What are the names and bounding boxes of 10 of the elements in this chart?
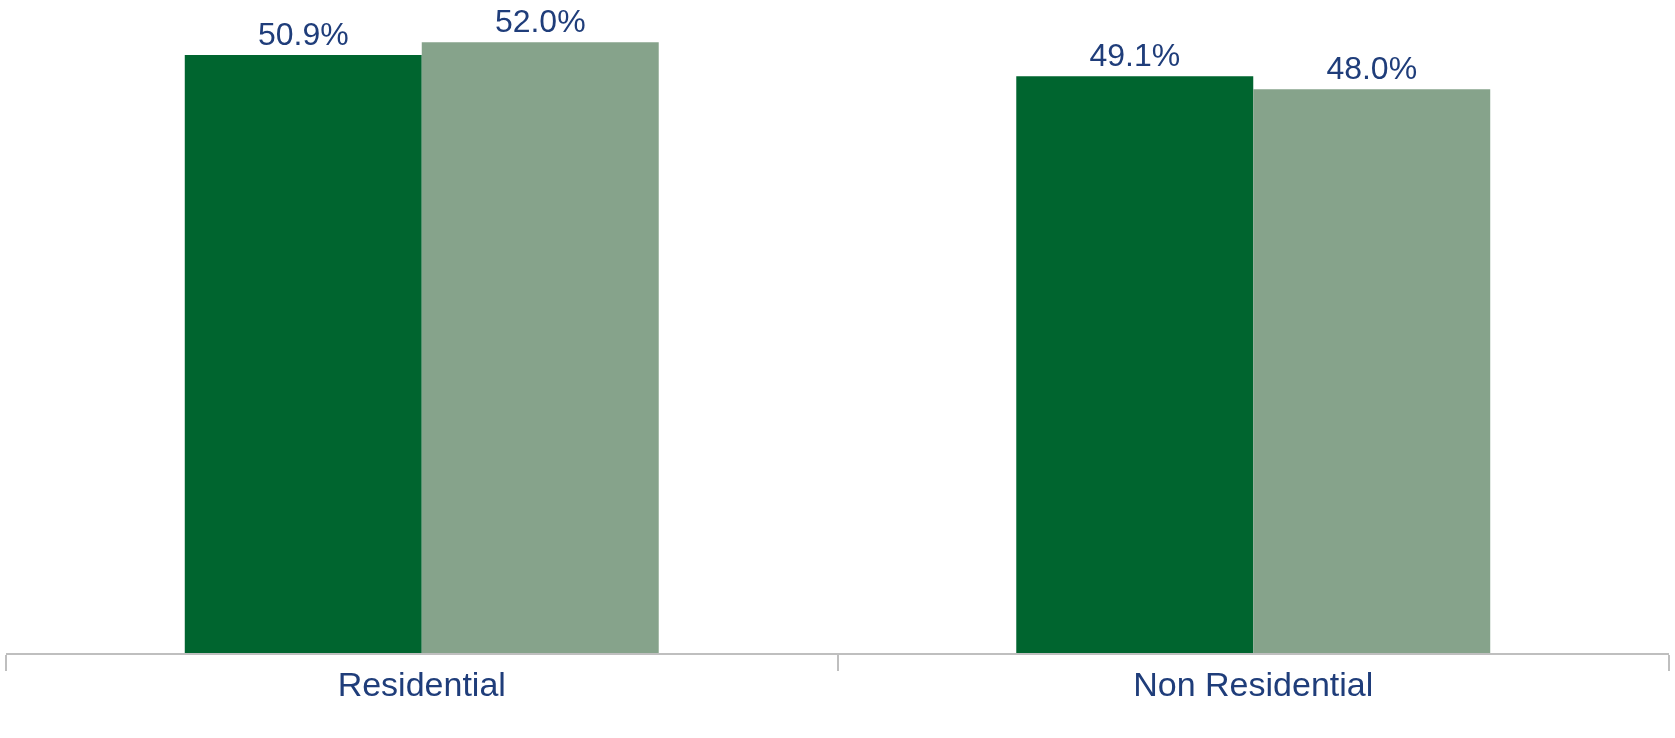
bar [1253, 89, 1491, 653]
bar [421, 42, 659, 653]
bar [1016, 76, 1254, 653]
data-label: 48.0% [1326, 50, 1418, 87]
bar [184, 55, 422, 653]
data-label: 50.9% [257, 16, 349, 53]
data-label: 52.0% [494, 3, 586, 40]
x-tick-label: Non Residential [1133, 664, 1374, 703]
x-tick-label: Residential [337, 664, 506, 703]
data-label: 49.1% [1089, 37, 1181, 74]
